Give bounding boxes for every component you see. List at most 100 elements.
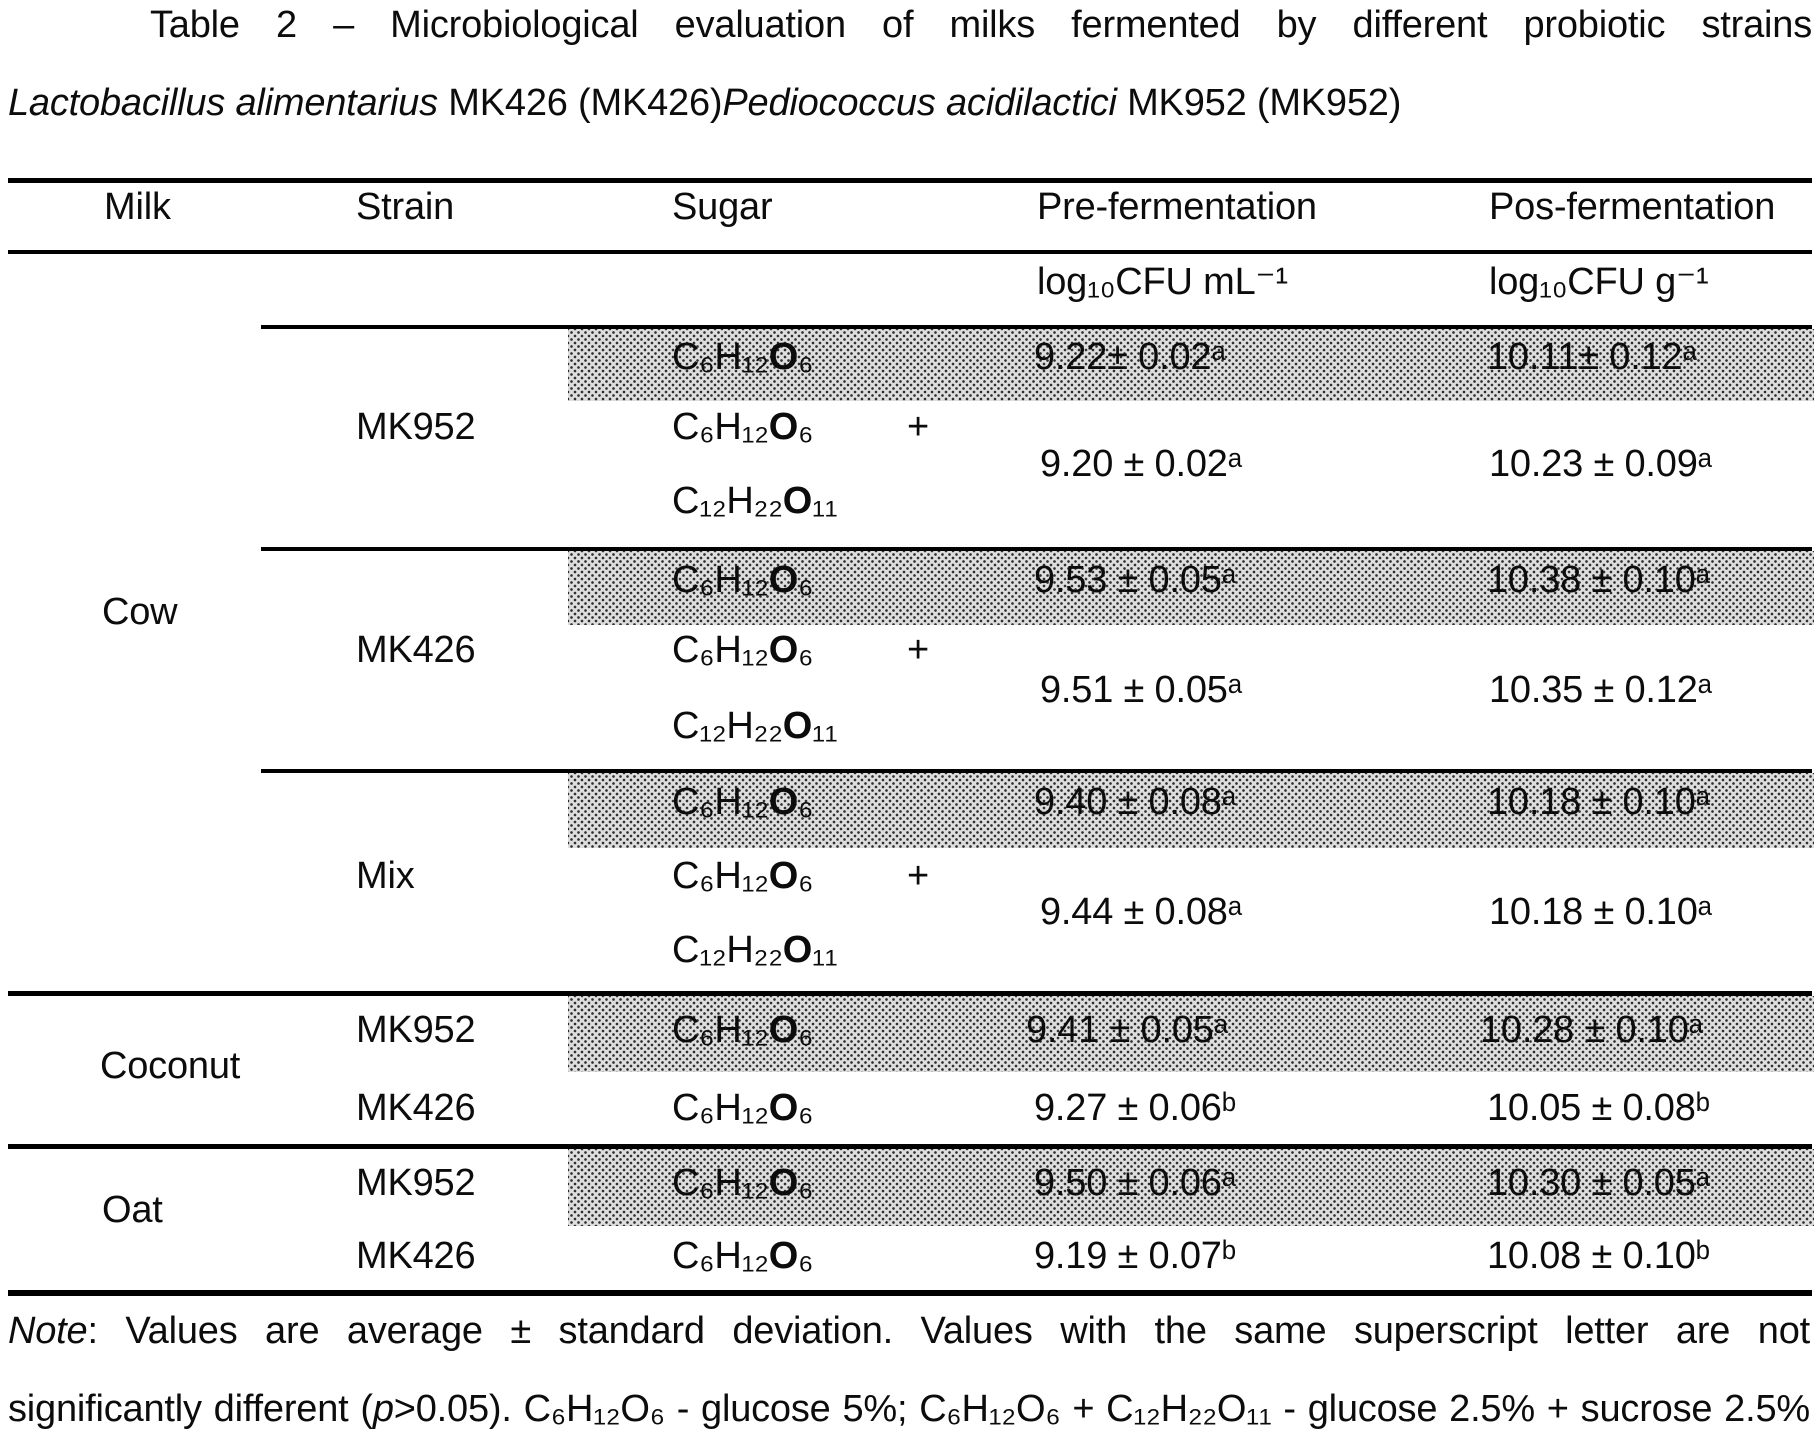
sugar-glucose-line-cow-mix: C₆H₁₂O₆ [672, 854, 813, 898]
formula-part: C₆H₁₂ [672, 1235, 769, 1277]
strain-cow-mk952: MK952 [356, 406, 476, 448]
pre-value-coconut-mk426: 9.27 ± 0.06ᵇ [1034, 1087, 1236, 1129]
formula-part: O [768, 1009, 799, 1051]
note-p-italic: p [372, 1388, 394, 1429]
pos-value-oat-mk426: 10.08 ± 0.10ᵇ [1487, 1235, 1710, 1277]
shaded-row-cow-mk952 [568, 329, 1814, 401]
pos-value-coconut-mk426: 10.05 ± 0.08ᵇ [1487, 1087, 1710, 1129]
formula-part: C₆H₁₂ [672, 1009, 769, 1051]
formula-part: O [768, 781, 799, 823]
note-text-2a: significantly different ( [8, 1388, 373, 1429]
pre-value-cow-mk952-mix: 9.20 ± 0.02ᵃ [1040, 443, 1242, 485]
strain-code-2: MK952 (MK952) [1116, 82, 1402, 124]
note-text-1: : Values are average ± standard deviatio… [87, 1310, 1810, 1352]
table-caption-line1: Table 2 – Microbiological evaluation of … [150, 2, 1812, 48]
shaded-row-coconut-mk952 [568, 996, 1814, 1072]
rule-table-top [8, 178, 1812, 183]
milk-label-cow: Cow [102, 591, 178, 633]
pos-value-coconut-mk952: 10.28 ± 0.10ᵃ [1480, 1009, 1703, 1051]
formula-part: C₁₂H₂₂ [672, 480, 783, 522]
strain-coconut-mk952: MK952 [356, 1009, 476, 1051]
sugar-glucose-coconut-mk952: C₆H₁₂O₆ [672, 1008, 813, 1052]
pos-value-cow-mk952-mix: 10.23 ± 0.09ᵃ [1489, 443, 1712, 485]
rule-cow-sub1 [261, 547, 1812, 551]
col-header-pos-fermentation: Pos-fermentation [1489, 186, 1776, 228]
formula-part: ₆ [798, 336, 814, 378]
pos-value-cow-mix-mix: 10.18 ± 0.10ᵃ [1489, 891, 1712, 933]
pre-value-oat-mk426: 9.19 ± 0.07ᵇ [1034, 1235, 1236, 1277]
milk-label-coconut: Coconut [100, 1045, 241, 1087]
rule-cow-sub2 [261, 769, 1812, 773]
formula-part: ₆ [798, 1009, 814, 1051]
strain-cow-mix: Mix [356, 855, 415, 897]
sugar-sucrose-line-cow-mk952: C₁₂H₂₂O₁₁ [672, 479, 838, 523]
pre-value-oat-mk952: 9.50 ± 0.06ᵃ [1034, 1162, 1236, 1204]
formula-part: O [768, 406, 799, 448]
formula-part: C₆H₁₂ [672, 1162, 769, 1204]
pos-value-cow-mk952-glucose: 10.11± 0.12ᵃ [1487, 336, 1697, 378]
sugar-glucose-line-cow-mk426: C₆H₁₂O₆ [672, 628, 813, 672]
formula-part: O [768, 559, 799, 601]
col-header-milk: Milk [104, 186, 171, 228]
formula-part: ₆ [798, 781, 814, 823]
formula-part: O [768, 1162, 799, 1204]
formula-part: O [768, 855, 799, 897]
formula-part: ₁₁ [812, 705, 838, 747]
strain-coconut-mk426: MK426 [356, 1087, 476, 1129]
shaded-row-cow-mix [568, 773, 1814, 848]
formula-part: O [768, 629, 799, 671]
formula-part: C₁₂H₂₂ [672, 929, 783, 971]
formula-part: O [782, 705, 813, 747]
note-line-1: Note: Values are average ± standard devi… [8, 1308, 1810, 1354]
formula-part: C₆H₁₂ [672, 1087, 769, 1129]
pos-value-cow-mk426-mix: 10.35 ± 0.12ᵃ [1489, 669, 1712, 711]
species-name-1: Lactobacillus alimentarius [8, 82, 438, 124]
sugar-sucrose-line-cow-mk426: C₁₂H₂₂O₁₁ [672, 704, 838, 748]
pre-value-cow-mk426-glucose: 9.53 ± 0.05ᵃ [1034, 559, 1236, 601]
plus-sign: + [907, 406, 929, 448]
formula-part: C₆H₁₂ [672, 406, 769, 448]
units-pos-fermentation: log₁₀CFU g⁻¹ [1489, 261, 1709, 303]
caption-text: Table 2 – Microbiological evaluation of … [150, 4, 1812, 46]
formula-part: ₆ [798, 1087, 814, 1129]
pos-value-oat-mk952: 10.30 ± 0.05ᵃ [1487, 1162, 1710, 1204]
formula-part: O [768, 1235, 799, 1277]
formula-part: C₆H₁₂ [672, 855, 769, 897]
formula-part: ₆ [798, 406, 814, 448]
rule-header-bottom [8, 250, 1812, 254]
col-header-pre-fermentation: Pre-fermentation [1037, 186, 1317, 228]
formula-part: ₆ [798, 1235, 814, 1277]
col-header-sugar: Sugar [672, 186, 773, 228]
formula-part: O [782, 480, 813, 522]
formula-part: C₆H₁₂ [672, 559, 769, 601]
formula-part: C₆H₁₂ [672, 629, 769, 671]
plus-sign: + [907, 629, 929, 671]
species-name-2: Pediococcus acidilactici [722, 82, 1117, 124]
sugar-glucose-cow-mk952: C₆H₁₂O₆ [672, 335, 813, 379]
formula-part: C₁₂H₂₂ [672, 705, 783, 747]
sugar-glucose-oat-mk426: C₆H₁₂O₆ [672, 1234, 813, 1278]
pos-value-cow-mix-glucose: 10.18 ± 0.10ᵃ [1487, 781, 1710, 823]
formula-part: C₆H₁₂ [672, 336, 769, 378]
pre-value-cow-mk952-glucose: 9.22± 0.02ᵃ [1034, 336, 1226, 378]
strain-oat-mk952: MK952 [356, 1162, 476, 1204]
sugar-glucose-oat-mk952: C₆H₁₂O₆ [672, 1161, 813, 1205]
pos-value-cow-mk426-glucose: 10.38 ± 0.10ᵃ [1487, 559, 1710, 601]
shaded-row-oat-mk952 [568, 1149, 1814, 1226]
pre-value-coconut-mk952: 9.41 ± 0.05ᵃ [1026, 1009, 1228, 1051]
note-label: Note [8, 1310, 88, 1352]
formula-part: ₆ [798, 1162, 814, 1204]
rule-table-bottom [8, 1290, 1812, 1296]
pre-value-cow-mix-glucose: 9.40 ± 0.08ᵃ [1034, 781, 1236, 823]
sugar-glucose-cow-mix: C₆H₁₂O₆ [672, 780, 813, 824]
formula-part: ₆ [798, 629, 814, 671]
note-line-2: significantly different (p>0.05). C₆H₁₂O… [8, 1386, 1810, 1429]
strain-cow-mk426: MK426 [356, 629, 476, 671]
formula-part: C₆H₁₂ [672, 781, 769, 823]
pre-value-cow-mk426-mix: 9.51 ± 0.05ᵃ [1040, 669, 1242, 711]
strain-oat-mk426: MK426 [356, 1235, 476, 1277]
strain-code-1: MK426 (MK426) [437, 82, 723, 124]
formula-part: O [782, 929, 813, 971]
sugar-sucrose-line-cow-mix: C₁₂H₂₂O₁₁ [672, 928, 838, 972]
